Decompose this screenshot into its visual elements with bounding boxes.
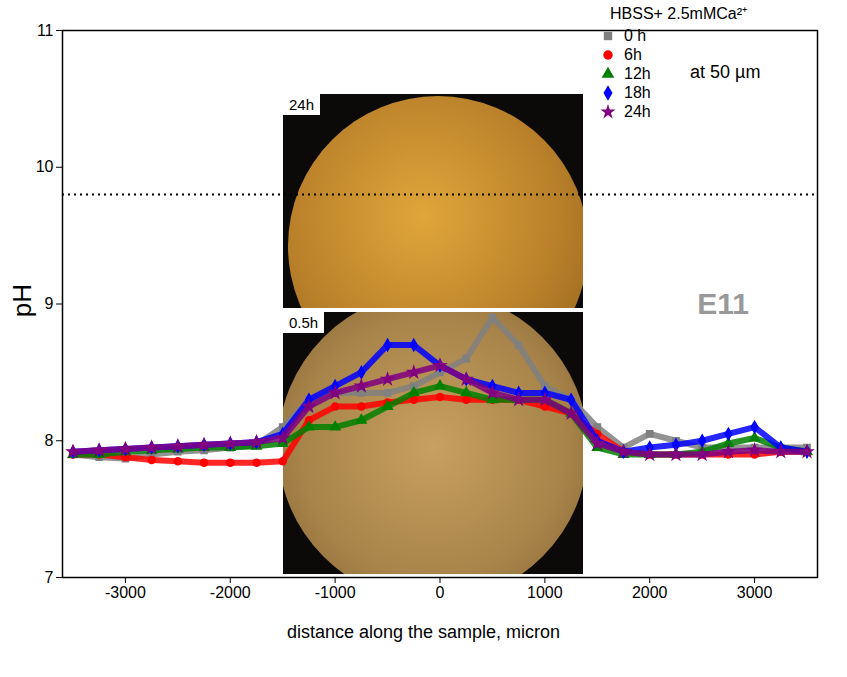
svg-text:8: 8 — [45, 432, 54, 449]
html-text:distance along the sample, mic: distance along the sample, micron — [286, 622, 561, 642]
html-text:24h: 24h — [289, 96, 314, 113]
svg-text:3000: 3000 — [737, 584, 773, 601]
html-text:at 50 µm: at 50 µm — [690, 62, 761, 82]
svg-text:0: 0 — [436, 584, 445, 601]
svg-text:1000: 1000 — [527, 584, 563, 601]
svg-text:-1000: -1000 — [315, 584, 356, 601]
svg-text:-3000: -3000 — [105, 584, 146, 601]
html-text:0 h: 0 h — [624, 26, 647, 44]
svg-text:10: 10 — [36, 158, 54, 175]
html-text:24h: 24h — [624, 102, 651, 120]
svg-text:11: 11 — [37, 22, 54, 39]
html-text:0.5h: 0.5h — [289, 314, 319, 331]
svg-text:9: 9 — [45, 295, 54, 312]
html-text:HBSS+ 2.5mMCa²⁺: HBSS+ 2.5mMCa²⁺ — [610, 5, 747, 22]
html-text:12h: 12h — [624, 64, 651, 82]
html-text:18h: 18h — [624, 83, 651, 101]
svg-text:7: 7 — [45, 569, 54, 586]
svg-text:-2000: -2000 — [210, 584, 251, 601]
html-text:6h: 6h — [624, 45, 642, 63]
svg-text:E11: E11 — [697, 287, 749, 320]
html-text:pH: pH — [6, 283, 37, 318]
svg-text:2000: 2000 — [632, 584, 668, 601]
